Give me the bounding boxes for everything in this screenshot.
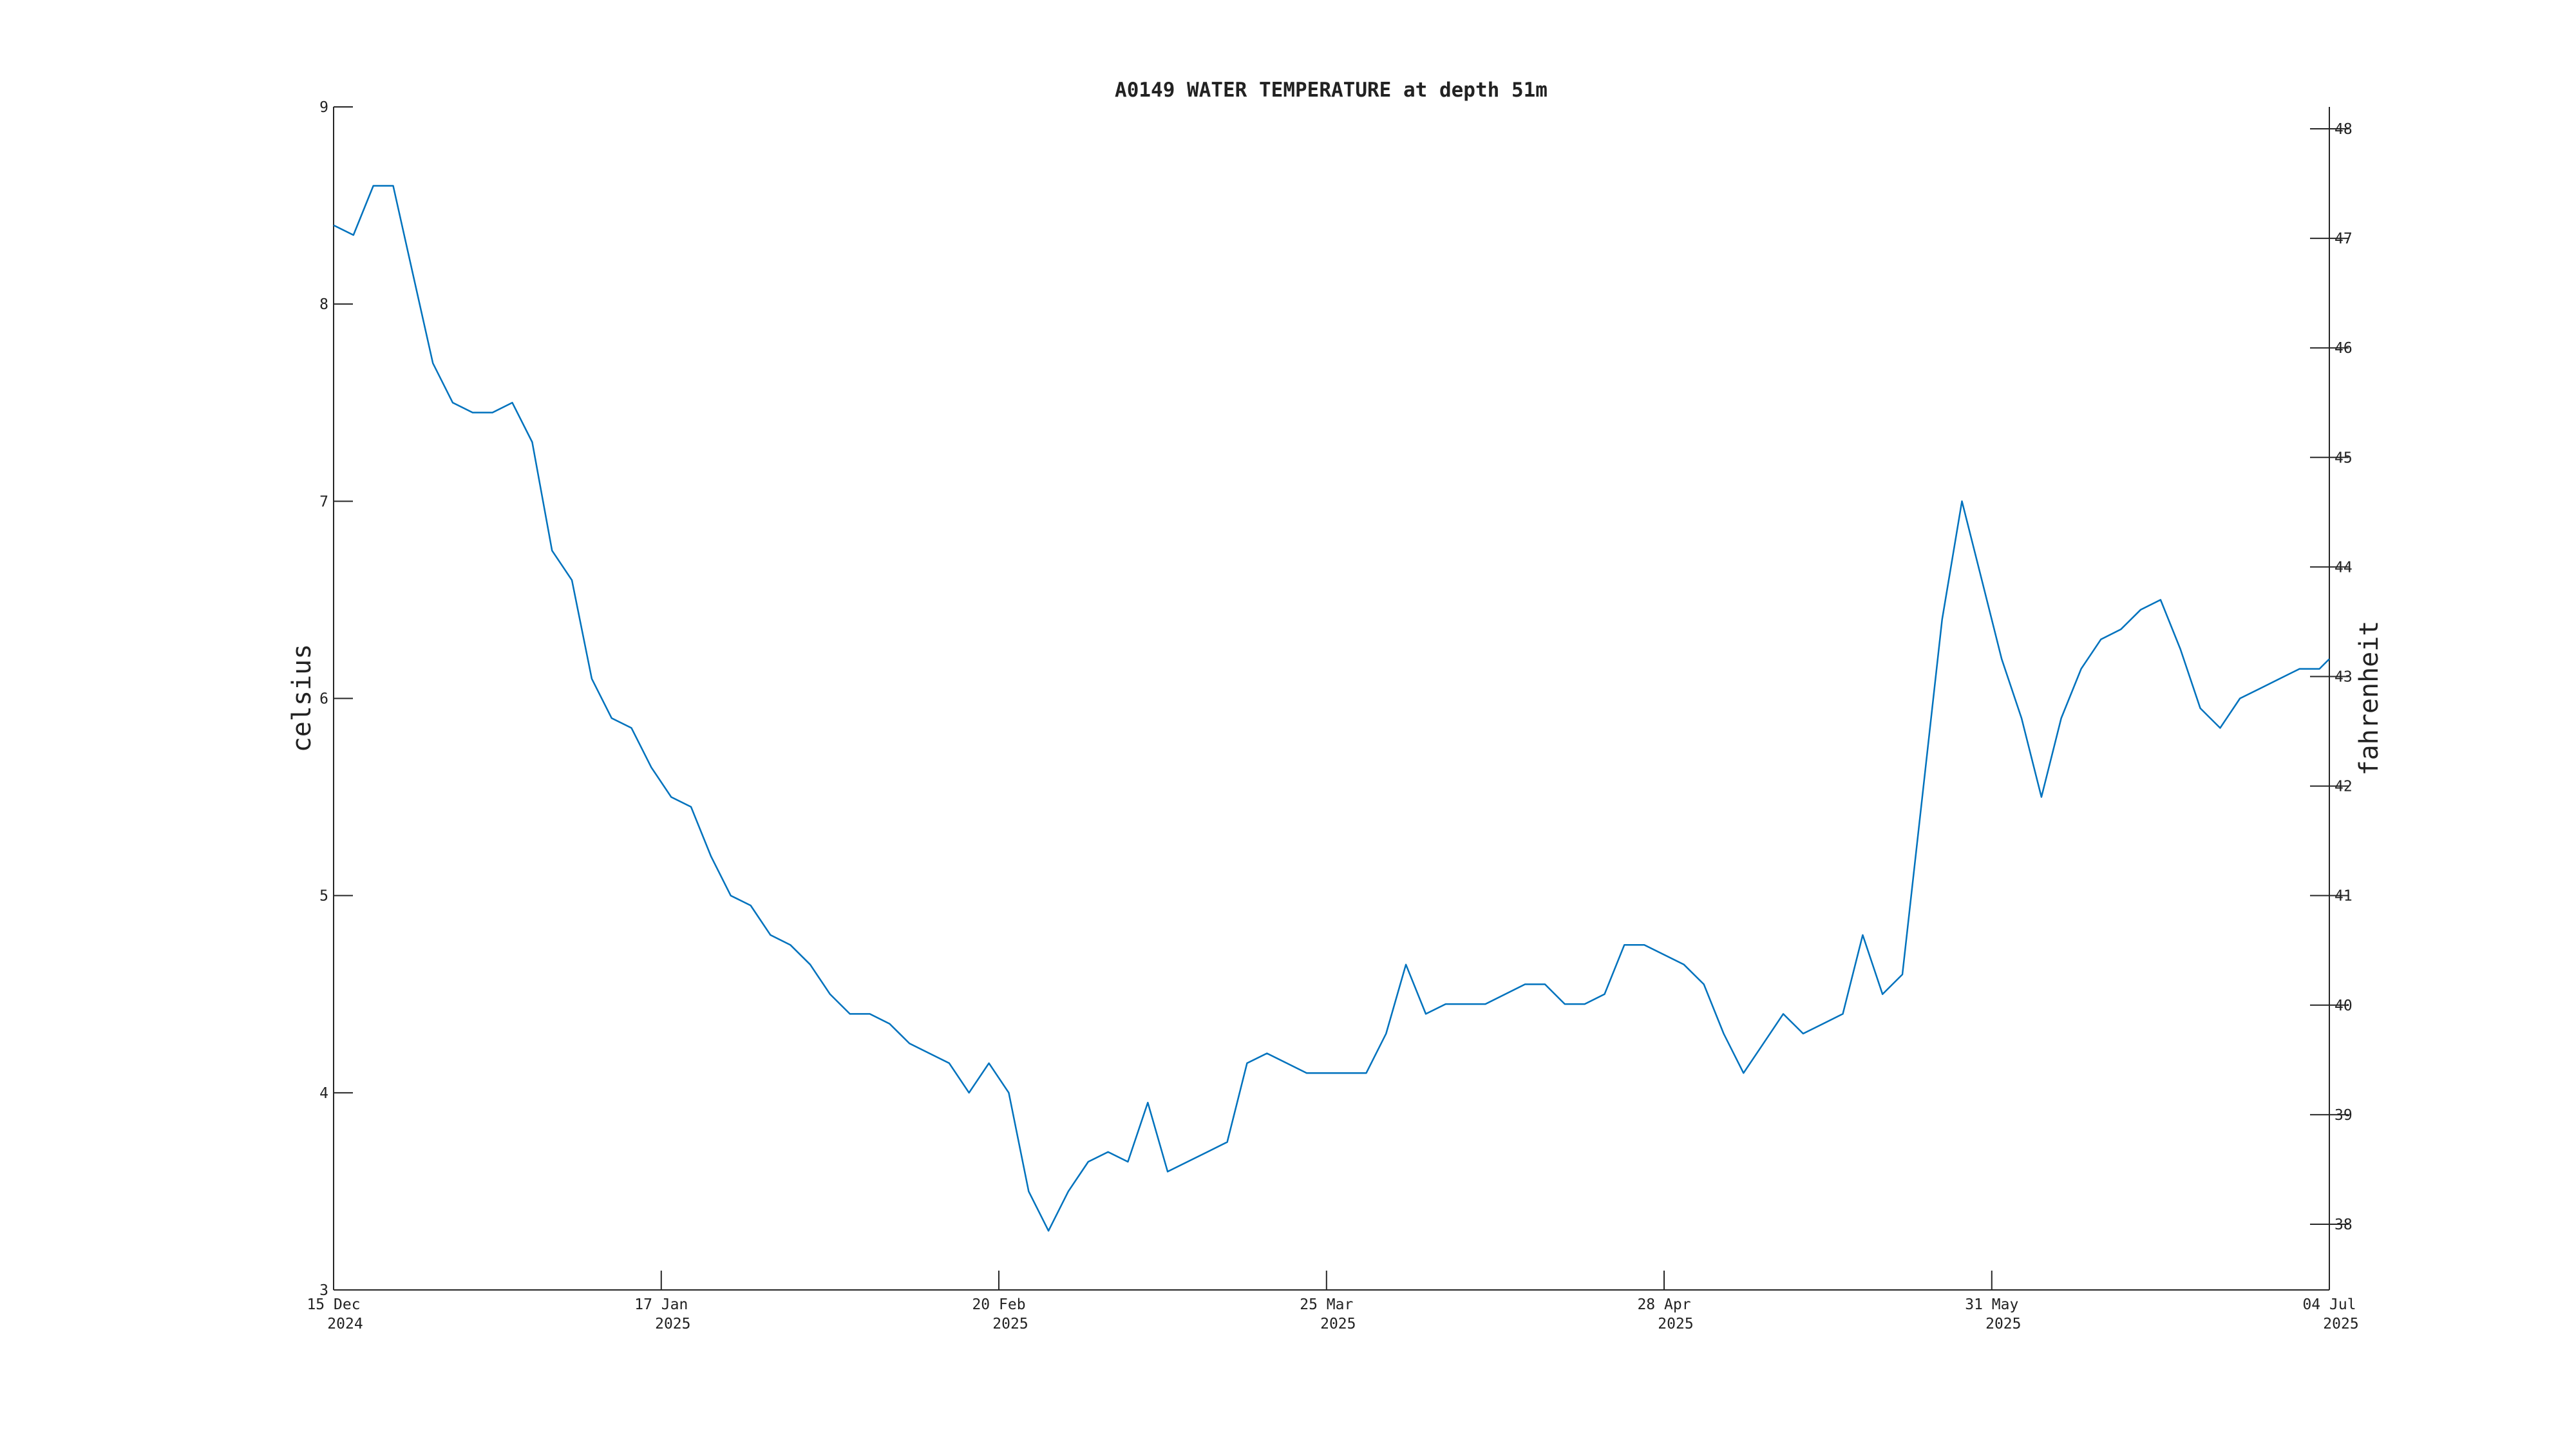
y2-tick-label: 43 [2334, 668, 2353, 685]
y2-tick-label: 40 [2334, 998, 2353, 1014]
y2-tick-label: 42 [2334, 779, 2353, 795]
y-tick-label: 5 [319, 888, 328, 905]
y2-tick-label: 45 [2334, 450, 2353, 466]
y2-tick-label: 38 [2334, 1217, 2353, 1233]
y2-tick-label: 46 [2334, 340, 2353, 357]
y-tick-label: 7 [319, 493, 328, 510]
y-tick-label: 6 [319, 691, 328, 708]
y-tick-label: 8 [319, 296, 328, 313]
x-tick-label-line: 20 Feb [972, 1296, 1025, 1313]
x-tick-label: 20 Feb 2025 [972, 1296, 1028, 1332]
x-tick-label: 15 Dec 2024 [307, 1296, 363, 1332]
y2-tick-label: 47 [2334, 231, 2353, 247]
x-tick-label-line: 28 Apr [1637, 1296, 1690, 1313]
x-tick-label-line: 2025 [1320, 1316, 1356, 1332]
data-line [333, 185, 2330, 1232]
x-tick-label-line: 2025 [2323, 1316, 2358, 1332]
x-tick-label-line: 2025 [1985, 1316, 2021, 1332]
chart-title: A0149 WATER TEMPERATURE at depth 51m [1115, 79, 1548, 102]
x-tick-label-line: 15 Dec [307, 1296, 360, 1313]
y2-tick-label: 39 [2334, 1107, 2353, 1124]
x-tick-label: 17 Jan 2025 [634, 1296, 690, 1332]
x-tick-label-line: 04 Jul [2302, 1296, 2356, 1313]
y2-tick-label: 41 [2334, 888, 2353, 905]
x-tick-label-line: 17 Jan [634, 1296, 688, 1313]
y2-axis-label: fahrenheit [2354, 621, 2384, 776]
x-tick-label: 04 Jul 2025 [2302, 1296, 2358, 1332]
x-tick-label-line: 25 Mar [1300, 1296, 1353, 1313]
x-tick-label-line: 2025 [655, 1316, 690, 1332]
y2-tick-label: 48 [2334, 121, 2353, 138]
y-tick-label: 4 [319, 1085, 328, 1102]
x-tick-label: 31 May 2025 [1965, 1296, 2021, 1332]
x-tick-label: 28 Apr 2025 [1637, 1296, 1693, 1332]
x-tick-label-line: 2025 [992, 1316, 1028, 1332]
y2-tick-label: 44 [2334, 559, 2353, 576]
y-axis-label: celsius [287, 644, 317, 753]
x-tick-label-line: 31 May [1965, 1296, 2018, 1313]
x-tick-label-line: 2025 [1658, 1316, 1693, 1332]
x-tick-label-line: 2024 [327, 1316, 363, 1332]
x-tick-label: 25 Mar 2025 [1300, 1296, 1356, 1332]
y-tick-label: 3 [319, 1282, 328, 1299]
y-tick-label: 9 [319, 99, 328, 116]
